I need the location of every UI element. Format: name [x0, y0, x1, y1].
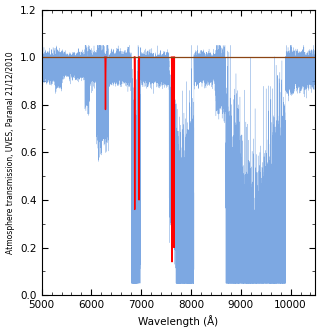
X-axis label: Wavelength (Å): Wavelength (Å) — [138, 316, 219, 327]
Y-axis label: Atmosphere transmission, UVES, Paranal 21/12/2010: Atmosphere transmission, UVES, Paranal 2… — [5, 51, 14, 254]
